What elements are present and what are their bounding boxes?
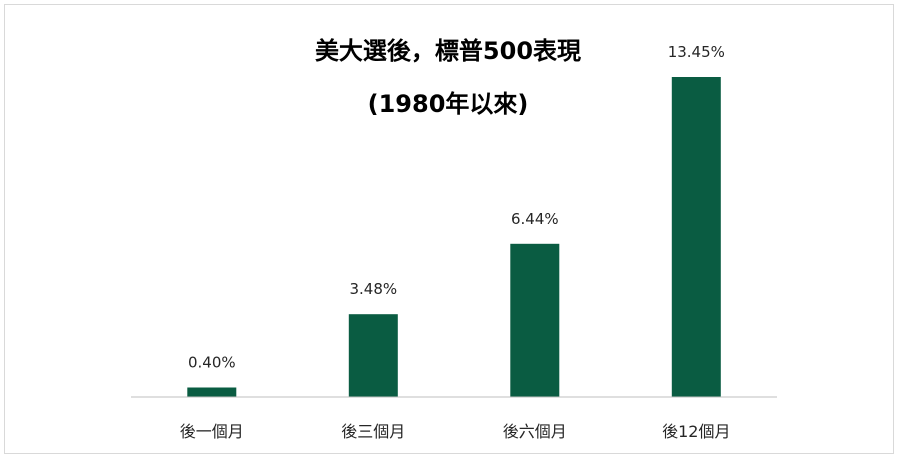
data-label-1: 0.40% xyxy=(188,354,236,372)
bars-layer: 0.40% 後一個月 3.48% 後三個月 6.44% 後六個月 13.45% 後12個月 xyxy=(180,43,731,441)
data-label-3: 6.44% xyxy=(511,210,559,228)
data-label-4: 13.45% xyxy=(668,43,725,61)
data-label-2: 3.48% xyxy=(349,280,397,298)
bar-3 xyxy=(510,243,560,397)
chart-title-line-1: 美大選後，標普500表現 xyxy=(315,37,581,65)
bar-1 xyxy=(187,387,237,397)
x-tick-label-2: 後三個月 xyxy=(341,422,405,441)
chart-title-line-2: (1980年以來) xyxy=(368,90,529,118)
x-tick-label-1: 後一個月 xyxy=(180,422,244,441)
bar-2 xyxy=(348,314,398,397)
bar-4 xyxy=(671,77,721,397)
chart-frame: 美大選後，標普500表現 (1980年以來) 0.40% 後一個月 3.48% 後三個… xyxy=(4,4,894,454)
bar-chart: 美大選後，標普500表現 (1980年以來) 0.40% 後一個月 3.48% 後三個… xyxy=(131,37,777,441)
x-tick-label-4: 後12個月 xyxy=(662,422,730,441)
x-tick-label-3: 後六個月 xyxy=(503,422,567,441)
